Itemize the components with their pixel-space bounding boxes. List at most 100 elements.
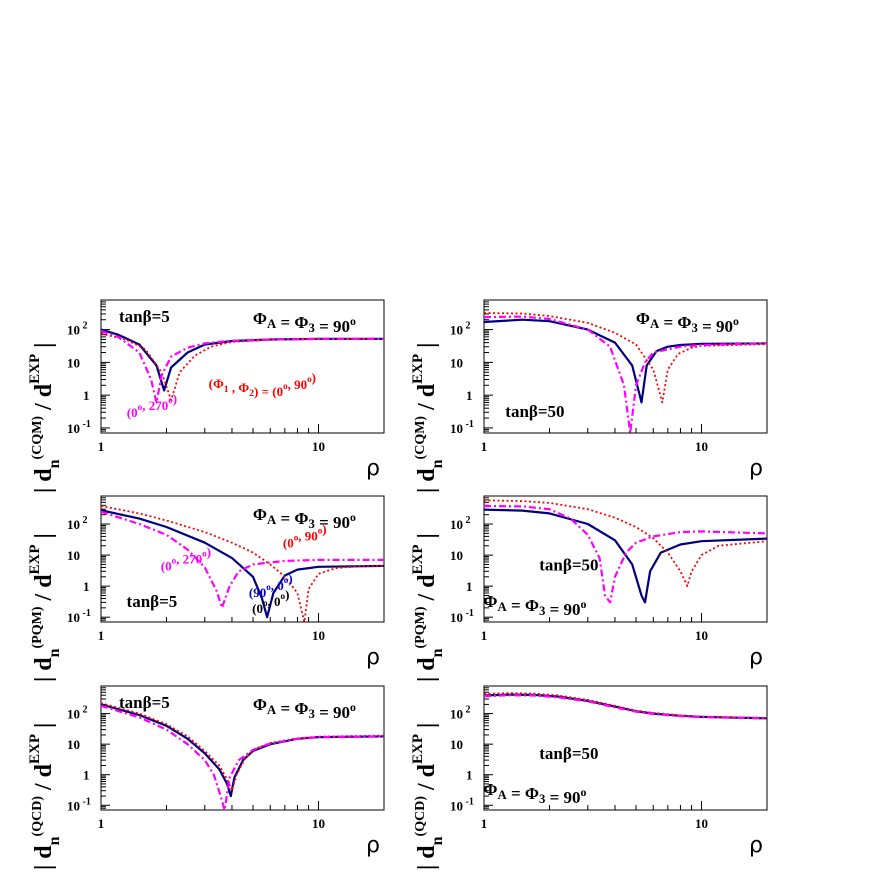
- svg-text:| dn(CQM) / dEXP |: | dn(CQM) / dEXP |: [27, 343, 63, 493]
- series-group: [101, 328, 384, 404]
- annotation-label: ΦA = Φ3 = 90o: [483, 592, 586, 619]
- y-axis-title: | dn(CQM) / dEXP |: [410, 343, 446, 493]
- series-line-dashdot: [101, 704, 384, 810]
- annotation-label: ΦA = Φ3 = 90o: [253, 309, 356, 336]
- series-line-dotted: [484, 692, 767, 719]
- annotation-label: (90o, 0o): [249, 571, 293, 600]
- y-tick-label: 10 2: [450, 705, 471, 722]
- y-tick-label: 10 2: [450, 321, 471, 338]
- annotation-label: (Φ1 , Φ2) = (0o, 90o): [209, 370, 316, 399]
- series-line-dotted: [484, 312, 767, 404]
- annotation-label: (0o, 0o): [252, 587, 289, 616]
- y-tick-label: 1: [83, 768, 90, 783]
- panel-pqm-tb5: 1 10 10 2 10 1 10 -1 ρ | dn(PQM) / dEXP | ΦA = Φ…: [27, 495, 385, 682]
- series-group: [484, 692, 767, 720]
- svg-text:| dn(QCD) / dEXP |: | dn(QCD) / dEXP |: [410, 723, 446, 870]
- x-tick-label: 10: [695, 628, 708, 643]
- x-tick-label: 1: [481, 816, 488, 831]
- x-tick-label: 1: [481, 439, 488, 454]
- panel-qcd-tb5: 1 10 10 2 10 1 10 -1 ρ | dn(QCD) / dEXP | tanβ=5…: [27, 685, 385, 870]
- x-tick-label: 1: [481, 628, 488, 643]
- plot-frame: [483, 299, 768, 434]
- y-tick-label: 10: [450, 548, 463, 563]
- plot-frame: [100, 299, 385, 434]
- plot-frame: [483, 685, 768, 811]
- series-line-dashdot: [484, 504, 767, 604]
- series-group: [484, 312, 767, 433]
- y-axis-title: | dn(QCD) / dEXP |: [410, 723, 446, 870]
- x-axis-title: ρ: [749, 833, 763, 858]
- y-tick-label: 1: [466, 768, 473, 783]
- x-tick-label: 10: [312, 628, 325, 643]
- series-line-dashdot: [484, 315, 767, 433]
- x-axis-title: ρ: [366, 645, 380, 670]
- annotation-label: (0o, 270o): [161, 544, 211, 573]
- y-tick-label: 10: [450, 355, 463, 370]
- svg-text:| dn(PQM) / dEXP |: | dn(PQM) / dEXP |: [410, 533, 446, 682]
- y-axis-title: | dn(PQM) / dEXP |: [27, 533, 63, 682]
- plot-frame: [100, 685, 385, 811]
- annotation-label: ΦA = Φ3 = 90o: [636, 309, 739, 336]
- svg-text:| dn(PQM) / dEXP |: | dn(PQM) / dEXP |: [27, 533, 63, 682]
- panel-cqm-tb5: 1 10 10 2 10 1 10 -1 ρ | dn(CQM) / dEXP | tanβ=5…: [27, 299, 385, 493]
- y-tick-label: 10 -1: [67, 796, 91, 813]
- annotation-label: tanβ=50: [539, 744, 598, 763]
- plot-frame: [483, 495, 768, 623]
- series-line-dashdot: [101, 330, 384, 404]
- x-tick-label: 10: [312, 439, 325, 454]
- y-tick-label: 10 -1: [67, 608, 91, 625]
- y-tick-label: 10 -1: [450, 608, 474, 625]
- y-tick-label: 10 -1: [450, 419, 474, 436]
- series-line-dashdot: [484, 694, 767, 720]
- x-tick-label: 10: [695, 439, 708, 454]
- y-tick-label: 10 2: [67, 515, 88, 532]
- x-tick-label: 1: [98, 439, 105, 454]
- y-tick-label: 10 2: [450, 515, 471, 532]
- series-line-solid: [484, 318, 767, 404]
- x-tick-label: 10: [695, 816, 708, 831]
- svg-text:| dn(CQM) / dEXP |: | dn(CQM) / dEXP |: [410, 343, 446, 493]
- y-tick-label: 1: [466, 579, 473, 594]
- series-line-dotted: [101, 505, 384, 622]
- series-line-solid: [484, 508, 767, 604]
- svg-text:| dn(QCD) / dEXP |: | dn(QCD) / dEXP |: [27, 723, 63, 870]
- series-group: [484, 499, 767, 604]
- x-tick-label: 10: [312, 816, 325, 831]
- annotation-label: tanβ=50: [505, 402, 564, 421]
- x-axis-title: ρ: [749, 456, 763, 481]
- y-tick-label: 10: [67, 548, 80, 563]
- x-axis-title: ρ: [366, 456, 380, 481]
- y-tick-label: 1: [83, 579, 90, 594]
- x-tick-label: 1: [98, 816, 105, 831]
- series-line-solid: [484, 693, 767, 720]
- panel-cqm-tb50: 1 10 10 2 10 1 10 -1 ρ | dn(CQM) / dEXP | ΦA = Φ…: [410, 299, 768, 493]
- y-tick-label: 1: [466, 388, 473, 403]
- y-axis-title: | dn(CQM) / dEXP |: [27, 343, 63, 493]
- x-tick-label: 1: [98, 628, 105, 643]
- y-tick-label: 10 -1: [450, 796, 474, 813]
- x-axis-title: ρ: [366, 833, 380, 858]
- y-tick-label: 10 2: [67, 321, 88, 338]
- x-axis-title: ρ: [749, 645, 763, 670]
- y-tick-label: 10 2: [67, 705, 88, 722]
- series-group: [101, 505, 384, 622]
- annotation-label: ΦA = Φ3 = 90o: [253, 695, 356, 722]
- annotation-label: tanβ=5: [127, 592, 178, 611]
- annotation-label: tanβ=5: [119, 307, 170, 326]
- y-axis-title: | dn(QCD) / dEXP |: [27, 723, 63, 870]
- annotation-label: tanβ=5: [119, 693, 170, 712]
- panel-qcd-tb50: 1 10 10 2 10 1 10 -1 ρ | dn(QCD) / dEXP | tanβ=5…: [410, 685, 768, 870]
- panel-pqm-tb50: 1 10 10 2 10 1 10 -1 ρ | dn(PQM) / dEXP | tanβ=5…: [410, 495, 768, 682]
- y-tick-label: 1: [83, 388, 90, 403]
- y-tick-label: 10: [450, 737, 463, 752]
- series-line-solid: [101, 509, 384, 619]
- annotation-label: (0o, 90o): [283, 522, 327, 551]
- y-axis-title: | dn(PQM) / dEXP |: [410, 533, 446, 682]
- y-tick-label: 10: [67, 737, 80, 752]
- annotation-label: (0o, 270o): [127, 391, 177, 420]
- series-group: [101, 702, 384, 810]
- annotation-label: ΦA = Φ3 = 90o: [483, 780, 586, 807]
- y-tick-label: 10 -1: [67, 419, 91, 436]
- annotation-label: ΦA = Φ3 = 90o: [253, 505, 356, 532]
